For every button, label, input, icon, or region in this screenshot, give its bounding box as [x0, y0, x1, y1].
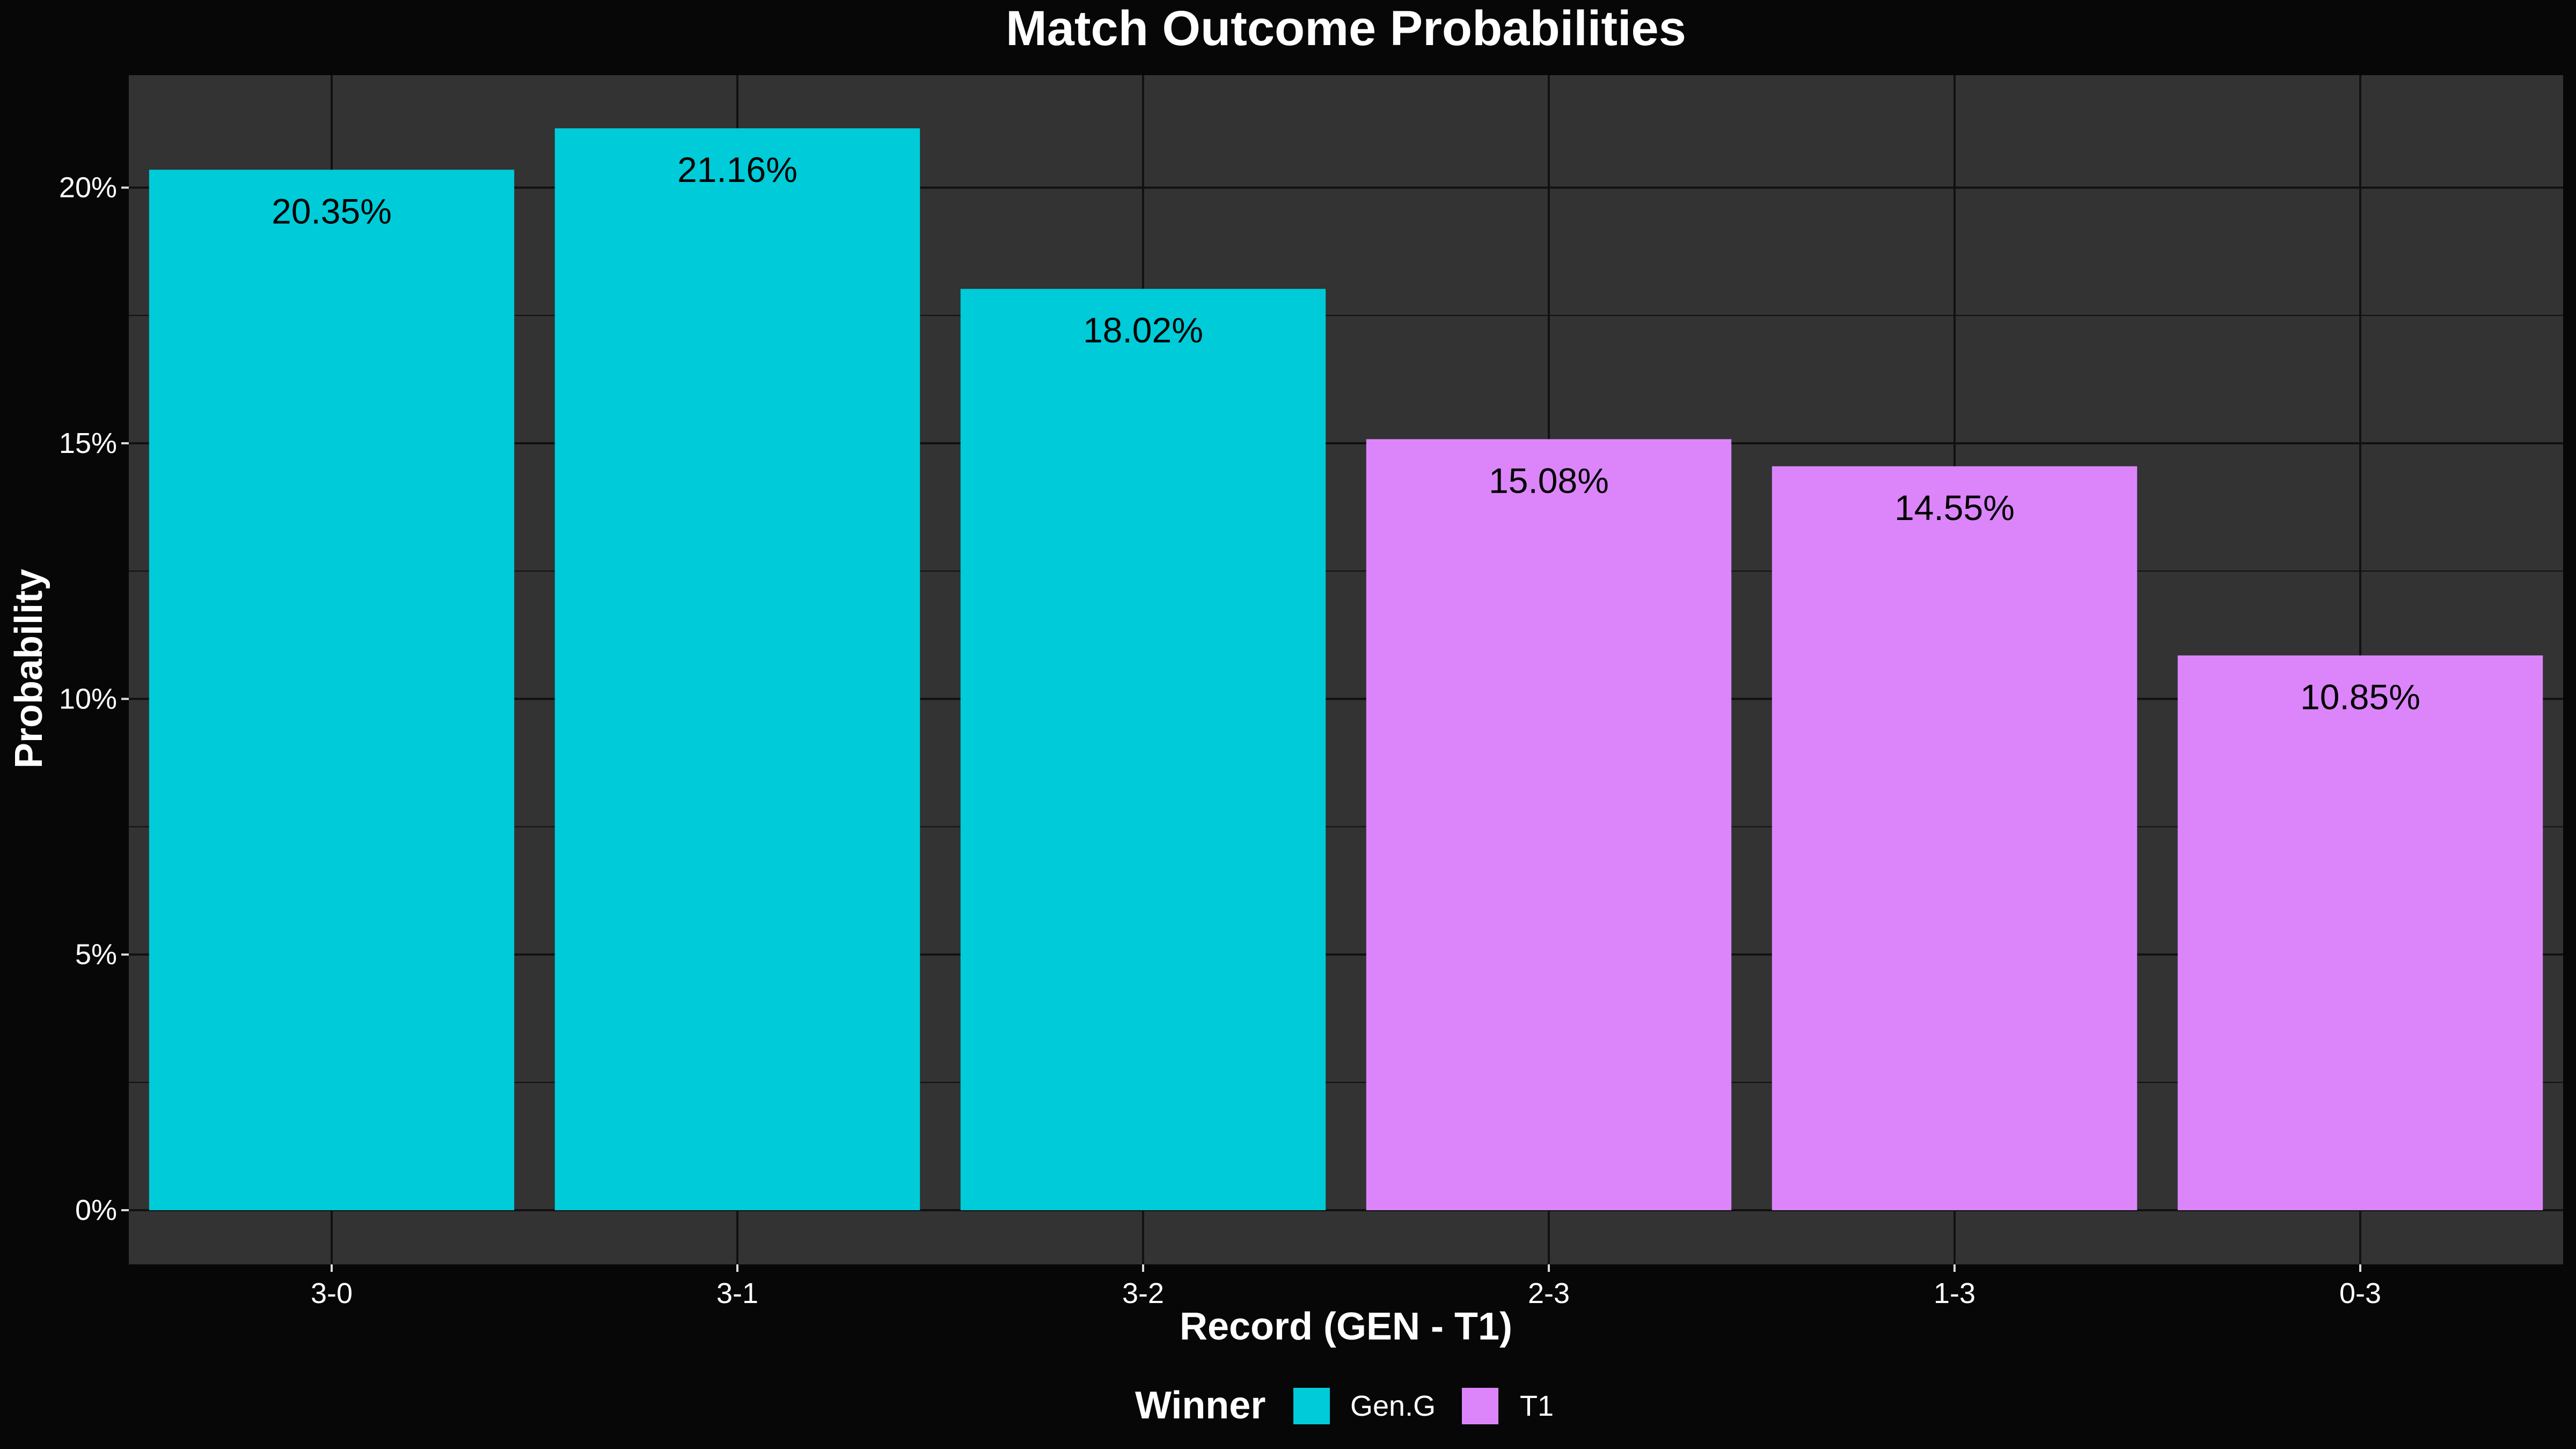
x-tick-label-2-3: 2-3 [1528, 1277, 1570, 1309]
bar-value-labels: 20.35% 21.16% 18.02% 15.08% 14.55% 10.85% [272, 150, 2420, 716]
y-axis-title: Probability [8, 569, 50, 769]
x-tick-label-1-3: 1-3 [1934, 1277, 1975, 1309]
x-tick-label-3-0: 3-0 [311, 1277, 353, 1309]
legend-label-t1: T1 [1520, 1390, 1554, 1422]
bar-label-3-0: 20.35% [272, 191, 392, 231]
bars [149, 128, 2543, 1211]
chart-title: Match Outcome Probabilities [1006, 1, 1686, 56]
bar-0-3 [2177, 655, 2543, 1211]
bar-label-2-3: 15.08% [1489, 460, 1609, 500]
bar-3-0 [149, 170, 515, 1211]
legend-swatch-geng [1293, 1388, 1330, 1424]
x-axis: 3-0 3-1 3-2 2-3 1-3 0-3 [311, 1264, 2381, 1309]
y-axis: 0% 5% 10% 15% 20% [59, 172, 129, 1226]
plot-panel [129, 75, 2563, 1264]
bar-1-3 [1772, 466, 2138, 1211]
bar-label-3-2: 18.02% [1083, 310, 1203, 350]
y-tick-label: 15% [59, 427, 117, 459]
x-axis-title: Record (GEN - T1) [1180, 1305, 1512, 1348]
legend-label-geng: Gen.G [1350, 1390, 1436, 1422]
bar-label-1-3: 14.55% [1894, 488, 2015, 528]
y-tick-label: 5% [75, 939, 117, 971]
bar-3-2 [960, 289, 1326, 1211]
y-tick-label: 20% [59, 172, 117, 204]
bar-label-3-1: 21.16% [677, 150, 797, 189]
legend-swatch-t1 [1462, 1388, 1498, 1424]
bar-3-1 [554, 128, 920, 1211]
x-tick-label-3-1: 3-1 [716, 1277, 758, 1309]
x-tick-label-0-3: 0-3 [2339, 1277, 2381, 1309]
y-tick-label: 10% [59, 683, 117, 715]
y-tick-label: 0% [75, 1194, 117, 1226]
x-tick-label-3-2: 3-2 [1122, 1277, 1164, 1309]
legend: Winner Gen.G T1 [1135, 1384, 1554, 1427]
bar-label-0-3: 10.85% [2300, 677, 2420, 716]
bar-2-3 [1366, 439, 1732, 1211]
legend-title: Winner [1135, 1384, 1265, 1427]
